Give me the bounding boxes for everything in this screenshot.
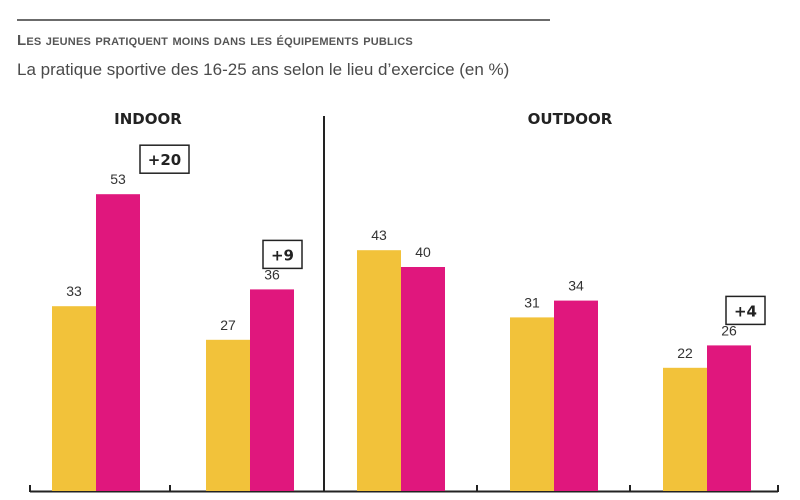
- top-rule: [17, 19, 550, 21]
- difference-text-g1: +20: [148, 151, 181, 169]
- bar-g3-s1: [357, 250, 401, 491]
- bar-label-g2-s1: 27: [220, 317, 236, 333]
- bar-g5-s2: [707, 345, 751, 491]
- chart-subtitle: La pratique sportive des 16-25 ans selon…: [17, 60, 510, 79]
- bar-label-g5-s2: 26: [721, 322, 737, 338]
- bar-label-g1-s1: 33: [66, 283, 82, 299]
- difference-text-g5: +4: [734, 302, 757, 320]
- difference-badge-g2: [262, 239, 303, 270]
- bar-g3-s2: [401, 267, 445, 491]
- bar-g4-s1: [510, 317, 554, 491]
- bar-g4-s2: [554, 300, 598, 491]
- bar-g1-s2: [96, 194, 140, 491]
- difference-badge-g1: [139, 144, 190, 174]
- bar-label-g1-s2: 53: [110, 171, 126, 187]
- section-label-outdoor: OUTDOOR: [528, 110, 613, 128]
- bar-g1-s1: [52, 306, 96, 491]
- bar-label-g2-s2: 36: [264, 266, 280, 282]
- bar-label-g4-s2: 34: [568, 278, 584, 294]
- bar-label-g5-s1: 22: [677, 345, 693, 361]
- bar-label-g4-s1: 31: [524, 294, 540, 310]
- bar-g5-s1: [663, 367, 707, 491]
- bar-g2-s1: [206, 339, 250, 491]
- bar-label-g3-s1: 43: [371, 227, 387, 243]
- difference-text-g2: +9: [271, 246, 294, 264]
- bar-label-g3-s2: 40: [415, 244, 431, 260]
- bar-g2-s2: [250, 289, 294, 491]
- difference-badge-g5: [725, 295, 766, 326]
- chart-title: Les jeunes pratiquent moins dans les équ…: [17, 32, 413, 49]
- section-label-indoor: INDOOR: [114, 110, 182, 128]
